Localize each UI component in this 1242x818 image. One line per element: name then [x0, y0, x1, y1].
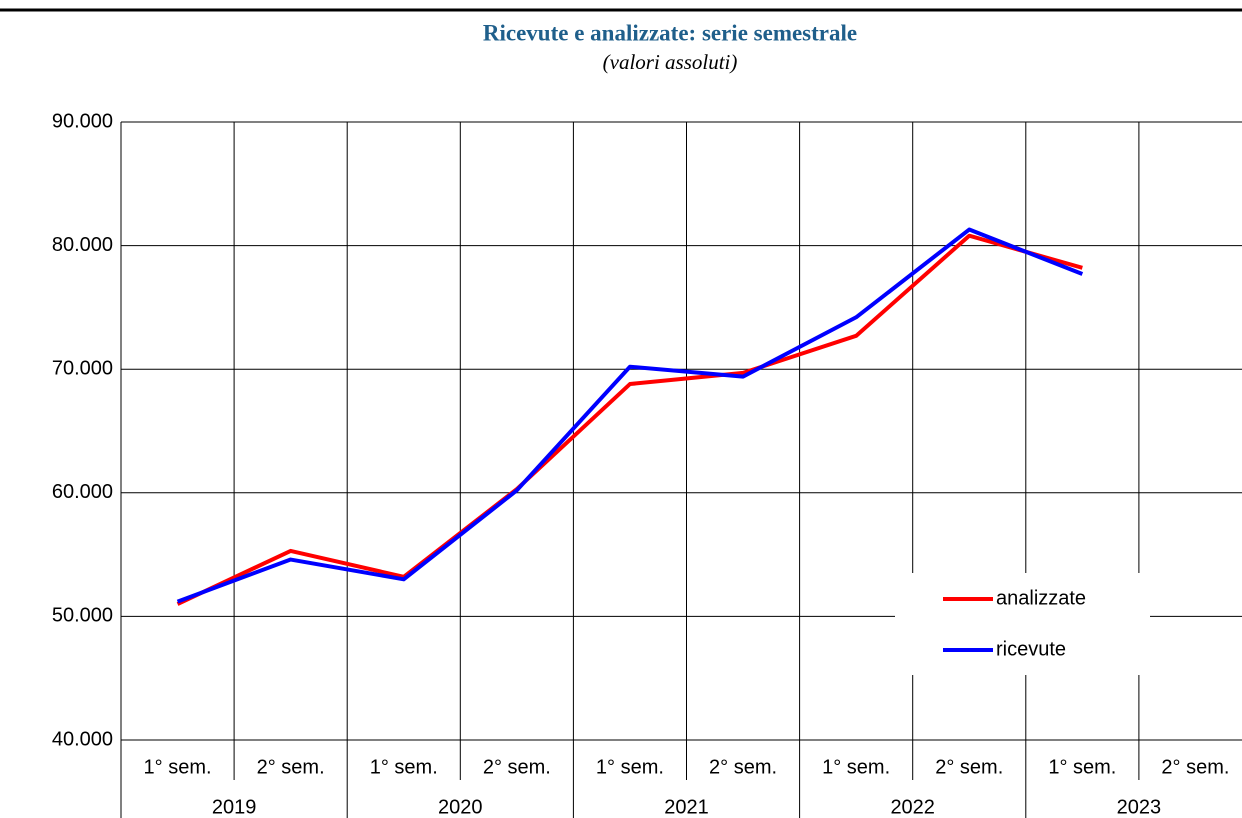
y-tick-label: 90.000	[52, 110, 113, 132]
x-tick-label: 1° sem.	[822, 756, 890, 778]
x-group-label: 2023	[1117, 796, 1162, 818]
x-tick-label: 2° sem.	[709, 756, 777, 778]
legend-label: ricevute	[996, 638, 1066, 660]
y-tick-label: 70.000	[52, 357, 113, 379]
y-tick-label: 50.000	[52, 605, 113, 627]
x-group-label: 2022	[890, 796, 935, 818]
legend-box	[895, 573, 1150, 675]
y-tick-label: 80.000	[52, 234, 113, 256]
x-tick-label: 2° sem.	[935, 756, 1003, 778]
x-tick-label: 2° sem.	[483, 756, 551, 778]
x-tick-label: 1° sem.	[144, 756, 212, 778]
x-group-label: 2019	[212, 796, 257, 818]
chart-subtitle: (valori assoluti)	[603, 50, 738, 74]
x-tick-label: 2° sem.	[257, 756, 325, 778]
y-tick-label: 40.000	[52, 728, 113, 750]
x-group-label: 2021	[664, 796, 709, 818]
series-line	[176, 233, 1083, 606]
x-tick-label: 2° sem.	[1161, 756, 1229, 778]
y-tick-label: 60.000	[52, 481, 113, 503]
x-tick-label: 1° sem.	[370, 756, 438, 778]
legend-label: analizzate	[996, 587, 1086, 609]
chart-title: Ricevute e analizzate: serie semestrale	[483, 20, 857, 45]
x-tick-label: 1° sem.	[1048, 756, 1116, 778]
x-group-label: 2020	[438, 796, 483, 818]
series-line	[176, 227, 1084, 604]
x-tick-label: 1° sem.	[596, 756, 664, 778]
